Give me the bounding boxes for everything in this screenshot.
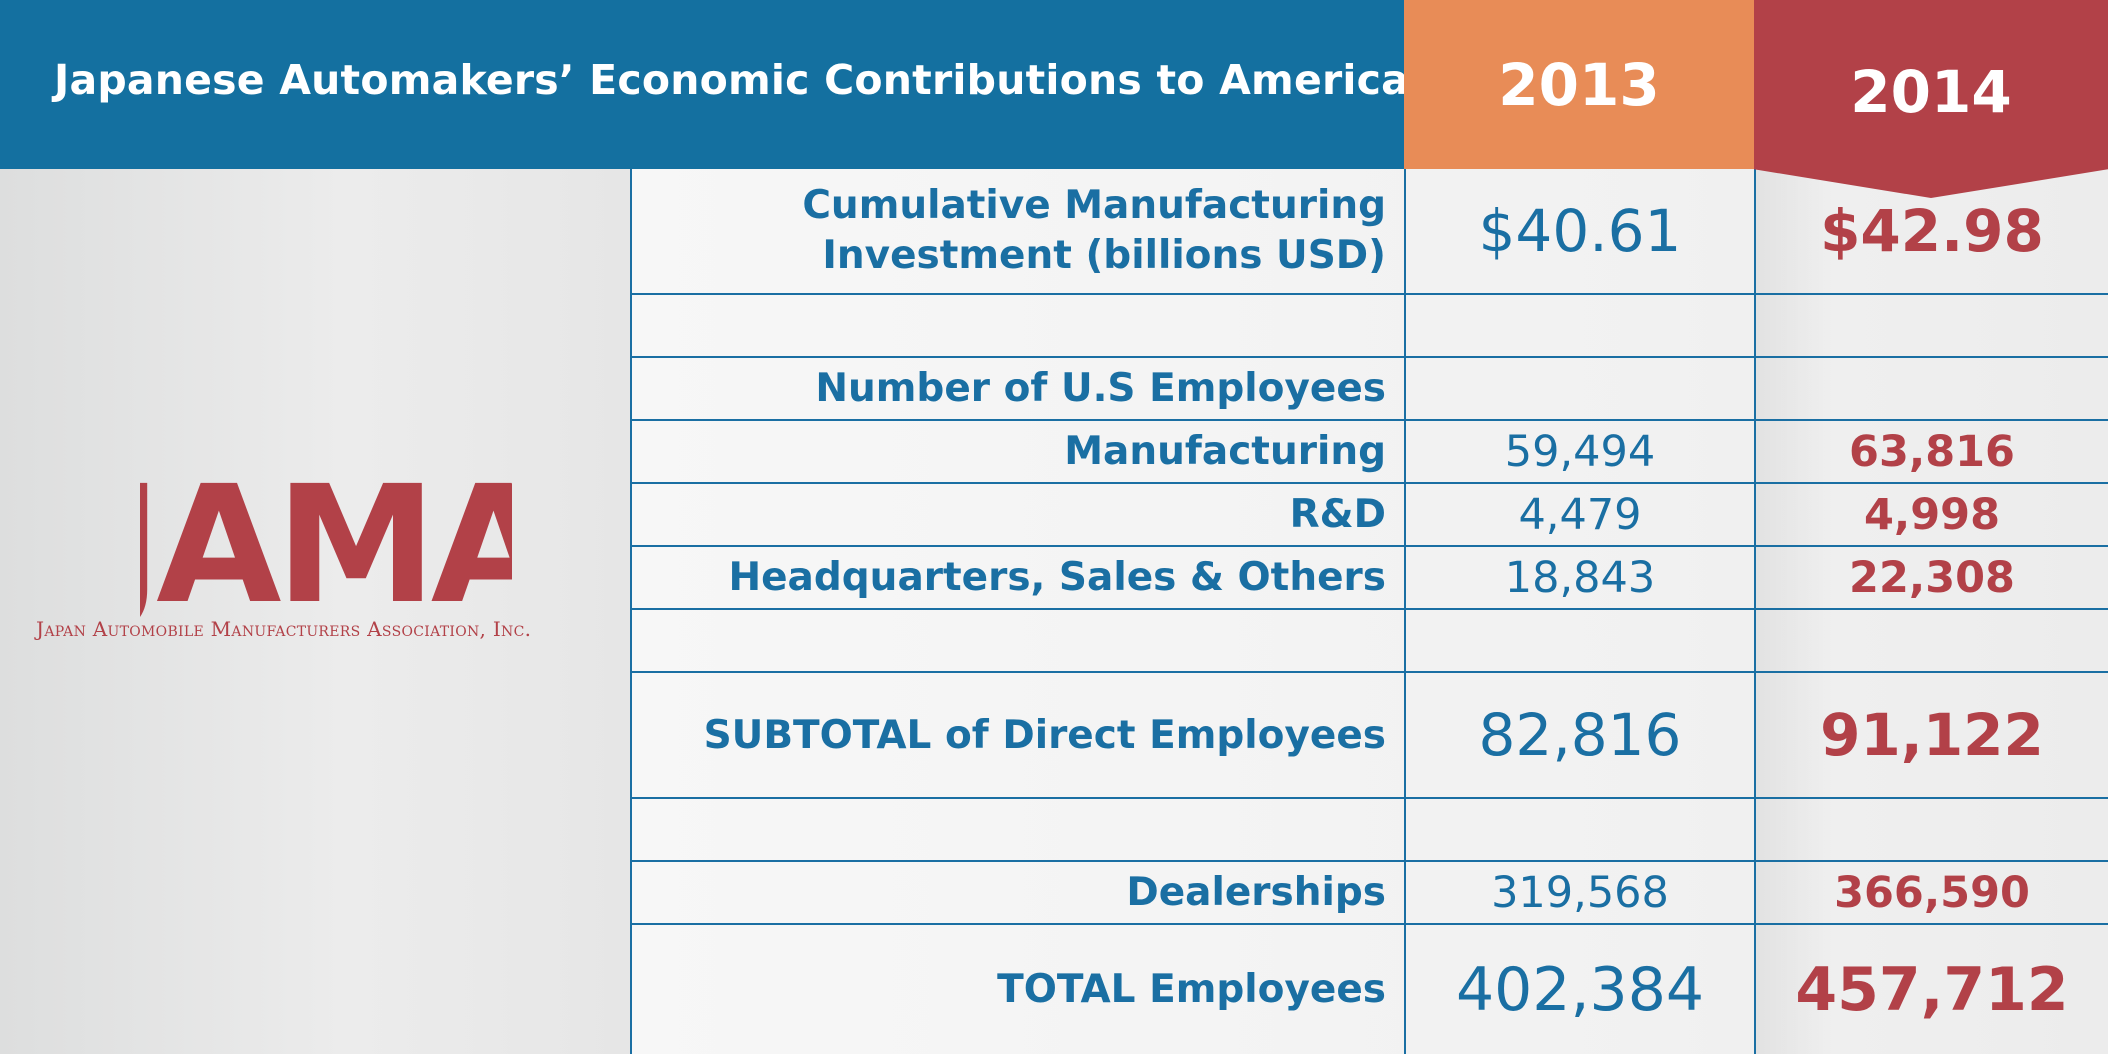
row-label: Headquarters, Sales & Others bbox=[728, 555, 1386, 600]
table-row-rnd: R&D 4,479 4,998 bbox=[630, 484, 2108, 547]
value-2013: 319,568 bbox=[1404, 862, 1754, 923]
value-2013: $40.61 bbox=[1404, 169, 1754, 293]
table-row-employees-heading: Number of U.S Employees bbox=[630, 358, 2108, 421]
value-2013: 59,494 bbox=[1404, 421, 1754, 482]
column-header-2014: 2014 bbox=[1754, 0, 2108, 198]
row-label-line: Cumulative Manufacturing bbox=[802, 183, 1386, 228]
value-2013: 18,843 bbox=[1404, 547, 1754, 608]
table-row-dealerships: Dealerships 319,568 366,590 bbox=[630, 862, 2108, 925]
table-row-investment: Cumulative Manufacturing Investment (bil… bbox=[630, 169, 2108, 295]
value-2014 bbox=[1754, 799, 2108, 860]
value-2014: 4,998 bbox=[1754, 484, 2108, 545]
jama-logo: JAMA bbox=[140, 469, 512, 629]
data-table bbox=[630, 169, 2108, 1054]
value-2013: 4,479 bbox=[1404, 484, 1754, 545]
value-2014: 63,816 bbox=[1754, 421, 2108, 482]
row-label: Cumulative Manufacturing Investment (bil… bbox=[630, 169, 1404, 293]
value-2013: 82,816 bbox=[1404, 673, 1754, 797]
table-row-blank bbox=[630, 799, 2108, 862]
value-2014: 22,308 bbox=[1754, 547, 2108, 608]
header-band: Japanese Automakers’ Economic Contributi… bbox=[0, 0, 1409, 169]
value-2014: 366,590 bbox=[1754, 862, 2108, 923]
logo-panel: JAMA Japan Automobile Manufacturers Asso… bbox=[0, 169, 630, 1054]
row-label: SUBTOTAL of Direct Employees bbox=[703, 712, 1386, 758]
table-row-blank bbox=[630, 610, 2108, 673]
value-2014 bbox=[1754, 295, 2108, 356]
table-row-manufacturing: Manufacturing 59,494 63,816 bbox=[630, 421, 2108, 484]
value-2014 bbox=[1754, 358, 2108, 419]
table-row-blank bbox=[630, 295, 2108, 358]
value-2013 bbox=[1404, 295, 1754, 356]
row-label-line: Investment (billions USD) bbox=[822, 233, 1386, 278]
row-label: Manufacturing bbox=[1064, 429, 1386, 474]
value-2014: $42.98 bbox=[1754, 169, 2108, 293]
table-row-subtotal: SUBTOTAL of Direct Employees 82,816 91,1… bbox=[630, 673, 2108, 799]
logo-subtitle: Japan Automobile Manufacturers Associati… bbox=[36, 617, 532, 641]
value-2014: 91,122 bbox=[1754, 673, 2108, 797]
logo-wordmark: JAMA bbox=[140, 469, 512, 629]
row-label bbox=[630, 295, 1404, 356]
value-2013 bbox=[1404, 358, 1754, 419]
value-2013: 402,384 bbox=[1404, 925, 1754, 1054]
value-2013 bbox=[1404, 799, 1754, 860]
value-2014: 457,712 bbox=[1754, 925, 2108, 1054]
table-row-headquarters: Headquarters, Sales & Others 18,843 22,3… bbox=[630, 547, 2108, 610]
row-label bbox=[630, 799, 1404, 860]
value-2014 bbox=[1754, 610, 2108, 671]
row-label: R&D bbox=[1289, 492, 1386, 537]
table-row-total: TOTAL Employees 402,384 457,712 bbox=[630, 925, 2108, 1054]
column-header-2013: 2013 bbox=[1404, 0, 1754, 169]
page-title: Japanese Automakers’ Economic Contributi… bbox=[54, 56, 1410, 104]
row-label: Dealerships bbox=[1126, 870, 1386, 915]
row-label: TOTAL Employees bbox=[997, 967, 1386, 1012]
row-label bbox=[630, 610, 1404, 671]
value-2013 bbox=[1404, 610, 1754, 671]
row-label: Number of U.S Employees bbox=[815, 366, 1386, 411]
